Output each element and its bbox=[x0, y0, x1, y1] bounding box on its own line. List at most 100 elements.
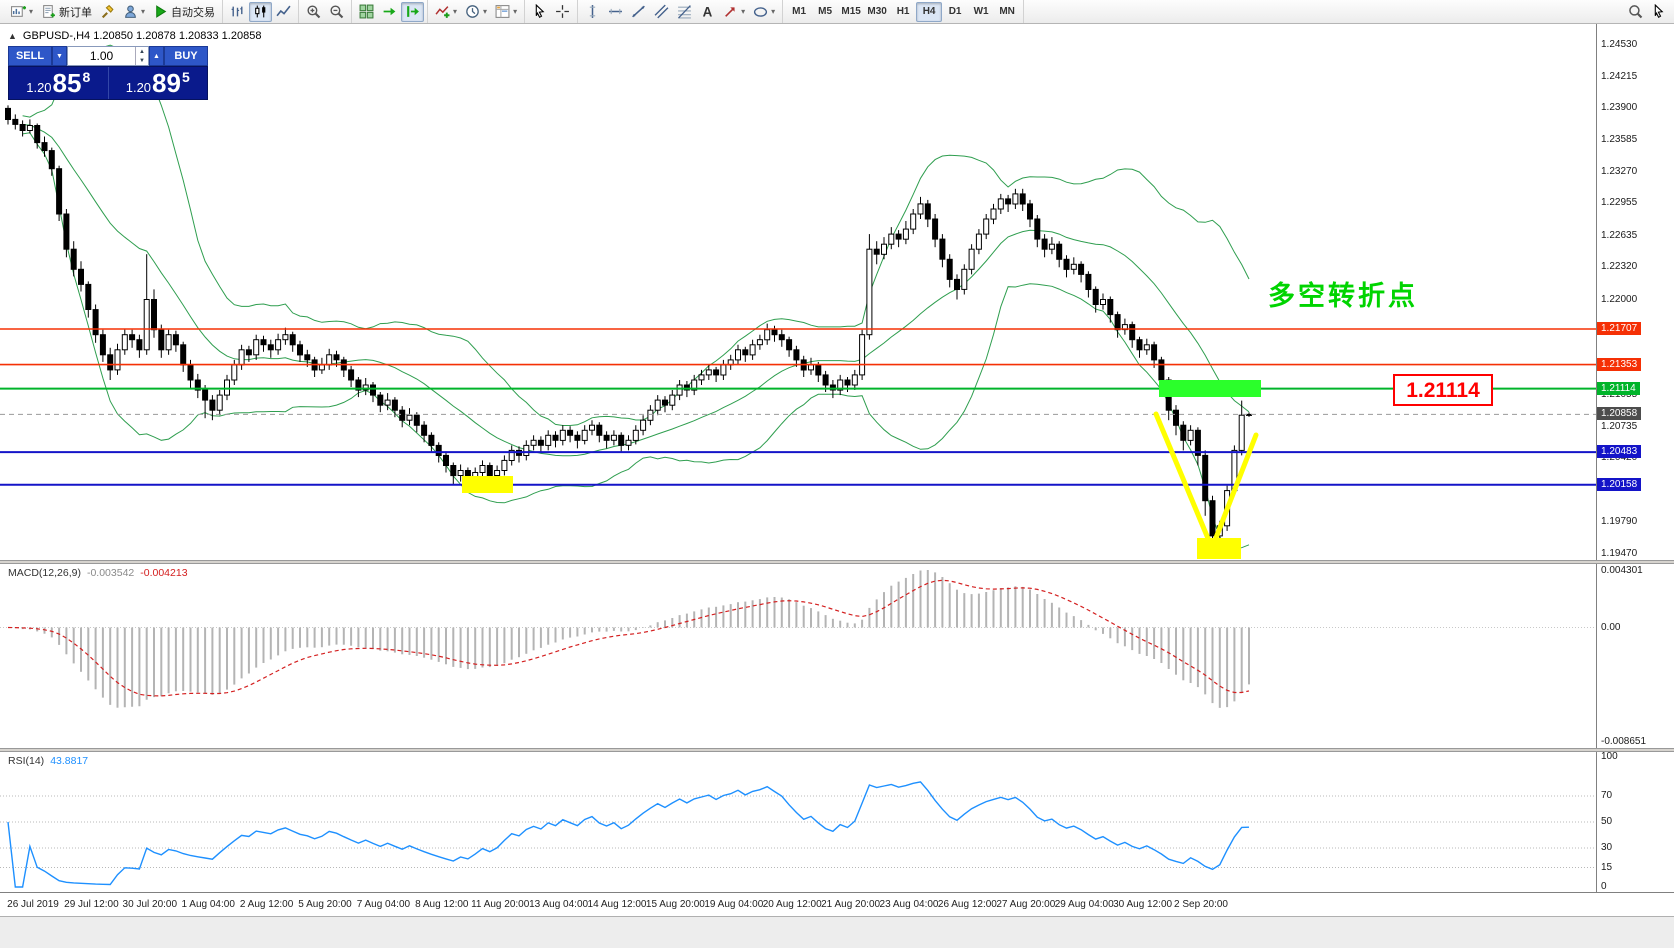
volume-decrease-button[interactable]: ▼ bbox=[52, 46, 67, 66]
timeframe-d1-button[interactable]: D1 bbox=[942, 2, 968, 22]
fibonacci-button[interactable] bbox=[673, 2, 696, 22]
buy-button[interactable]: BUY bbox=[164, 46, 208, 66]
yellow-zone-rectangle-1[interactable] bbox=[462, 476, 513, 493]
panel-separator[interactable] bbox=[0, 560, 1674, 564]
autotrading-button[interactable]: 自动交易 bbox=[149, 2, 219, 22]
price-axis-label: 1.24215 bbox=[1601, 70, 1638, 82]
time-axis[interactable]: 26 Jul 2019 29 Jul 12:00 30 Jul 20:00 1 Aug… bbox=[0, 892, 1674, 916]
search-button[interactable] bbox=[1624, 2, 1647, 22]
indicator-plus-icon bbox=[435, 4, 450, 19]
horizontal-line-button[interactable] bbox=[604, 2, 627, 22]
price-callout-text: 1.21114 bbox=[1406, 379, 1480, 402]
button-label: MN bbox=[999, 6, 1015, 17]
button-label: M1 bbox=[792, 6, 807, 17]
bollinger-lower-band bbox=[22, 132, 1250, 550]
time-axis-label: 2 Sep 20:00 bbox=[1174, 899, 1228, 910]
periods-button[interactable]: ▾ bbox=[461, 2, 491, 22]
pointer-button[interactable] bbox=[1647, 2, 1670, 22]
chart-shift-button[interactable] bbox=[401, 1, 425, 22]
main-chart-panel[interactable]: 1.21114 多空转折点 ▲ GBPUSD-,H4 1.20850 1.2087… bbox=[0, 24, 1596, 560]
ask-prefix: 1.20 bbox=[125, 80, 152, 95]
zoom-out-button[interactable] bbox=[325, 2, 348, 22]
zoom-out-icon bbox=[329, 4, 344, 19]
v-shape-trendline-1[interactable] bbox=[1153, 411, 1215, 551]
sell-button[interactable]: SELL bbox=[8, 46, 52, 66]
profiles-button[interactable]: ▾ bbox=[119, 2, 149, 22]
metaeditor-button[interactable] bbox=[96, 2, 119, 22]
toolbar-right bbox=[1624, 0, 1670, 23]
equidistant-channel-button[interactable] bbox=[650, 2, 673, 22]
svg-text:A: A bbox=[703, 4, 713, 19]
timeframe-m5-button[interactable]: M5 bbox=[812, 2, 838, 22]
turning-point-annotation[interactable]: 多空转折点 bbox=[1268, 280, 1418, 311]
buy-price-button[interactable]: 1.20 89 5 bbox=[109, 67, 208, 99]
timeframe-h4-button[interactable]: H4 bbox=[916, 1, 943, 22]
price-axis[interactable]: 1.24530 1.24215 1.23900 1.23585 1.23270 1.229… bbox=[1596, 24, 1674, 892]
trendline-button[interactable] bbox=[627, 2, 650, 22]
toolbar-group bbox=[352, 0, 429, 23]
toolbar-group: ▾ ▾ ▾ bbox=[428, 0, 526, 23]
vertical-line-button[interactable] bbox=[581, 2, 604, 22]
panel-separator[interactable] bbox=[0, 748, 1674, 752]
bid-big-digits: 85 bbox=[52, 68, 82, 98]
arrows-button[interactable]: ▾ bbox=[719, 2, 749, 22]
timeframe-m30-button[interactable]: M30 bbox=[864, 2, 890, 22]
timeframe-m15-button[interactable]: M15 bbox=[838, 2, 864, 22]
panel-collapse-icon[interactable]: ▲ bbox=[8, 31, 17, 41]
cursor-button[interactable] bbox=[528, 2, 551, 22]
price-axis-label: 1.22955 bbox=[1601, 197, 1638, 209]
bollinger-upper-band bbox=[22, 44, 1250, 426]
price-axis-label: 1.22320 bbox=[1601, 261, 1638, 273]
rsi-axis-label: 0 bbox=[1601, 881, 1607, 892]
templates-button[interactable]: ▾ bbox=[491, 2, 521, 22]
new-order-button[interactable]: 新订单 bbox=[37, 2, 96, 22]
rsi-axis-label: 50 bbox=[1601, 816, 1613, 827]
rsi-panel[interactable]: RSI(14) 43.8817 bbox=[0, 752, 1596, 892]
crosshair-icon bbox=[555, 4, 570, 19]
status-bar-area bbox=[0, 916, 1674, 948]
time-axis-label: 19 Aug 04:00 bbox=[704, 899, 764, 910]
sell-price-button[interactable]: 1.20 85 8 bbox=[9, 67, 108, 99]
auto-scroll-button[interactable] bbox=[378, 2, 401, 22]
button-label: M30 bbox=[867, 6, 887, 17]
volume-spin-down-icon[interactable]: ▼ bbox=[139, 57, 145, 64]
tile-windows-button[interactable] bbox=[355, 2, 378, 22]
shapes-button[interactable]: ▾ bbox=[749, 2, 779, 22]
button-label: H1 bbox=[896, 6, 910, 17]
time-axis-label: 30 Aug 12:00 bbox=[1113, 899, 1173, 910]
candles-icon bbox=[253, 4, 268, 19]
volume-spin-up-icon[interactable]: ▲ bbox=[139, 48, 145, 55]
time-axis-label: 1 Aug 04:00 bbox=[181, 899, 235, 910]
yellow-zone-rectangle-2[interactable] bbox=[1197, 538, 1241, 559]
time-axis-label: 7 Aug 04:00 bbox=[356, 899, 411, 910]
button-label: W1 bbox=[973, 6, 989, 17]
bollinger-middle-band bbox=[22, 124, 1250, 457]
zoom-in-button[interactable] bbox=[302, 2, 325, 22]
rsi-axis-label: 70 bbox=[1601, 790, 1613, 801]
button-label: M15 bbox=[841, 6, 861, 17]
green-zone-rectangle[interactable] bbox=[1159, 380, 1261, 397]
candlestick-chart-button[interactable] bbox=[249, 1, 273, 22]
macd-panel[interactable]: MACD(12,26,9) -0.003542 -0.004213 bbox=[0, 564, 1596, 748]
toolbar-group: ▾ 新订单 ▾ 自动交易 bbox=[4, 0, 224, 23]
text-button[interactable]: A bbox=[696, 2, 719, 22]
price-callout-box[interactable] bbox=[1393, 374, 1493, 406]
new-chart-button[interactable]: ▾ bbox=[7, 2, 37, 22]
macd-histogram bbox=[14, 570, 1250, 708]
line-chart-button[interactable] bbox=[272, 2, 295, 22]
bar-chart-button[interactable] bbox=[226, 2, 249, 22]
timeframe-m1-button[interactable]: M1 bbox=[786, 2, 812, 22]
chevron-down-icon: ▾ bbox=[771, 7, 776, 16]
crosshair-button[interactable] bbox=[551, 2, 574, 22]
volume-increase-button[interactable]: ▲ bbox=[149, 46, 164, 66]
v-shape-trendline-2[interactable] bbox=[1209, 432, 1259, 551]
time-axis-label: 23 Aug 04:00 bbox=[879, 899, 939, 910]
candles-series bbox=[5, 105, 1252, 543]
timeframe-h1-button[interactable]: H1 bbox=[890, 2, 916, 22]
symbol-info: ▲ GBPUSD-,H4 1.20850 1.20878 1.20833 1.2… bbox=[8, 30, 261, 42]
volume-input[interactable] bbox=[68, 47, 135, 65]
toolbar-group bbox=[525, 0, 579, 23]
indicators-button[interactable]: ▾ bbox=[431, 2, 461, 22]
timeframe-w1-button[interactable]: W1 bbox=[968, 2, 994, 22]
timeframe-mn-button[interactable]: MN bbox=[994, 2, 1020, 22]
